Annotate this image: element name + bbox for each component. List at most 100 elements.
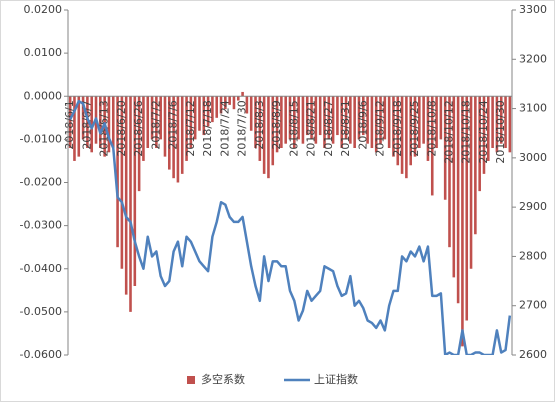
bar <box>413 96 417 157</box>
bar <box>241 91 244 97</box>
line <box>69 99 512 355</box>
bar <box>275 96 279 153</box>
bar <box>163 96 167 157</box>
bar <box>327 96 331 140</box>
bar <box>77 96 81 157</box>
bar <box>236 96 240 101</box>
y2-tick-label: 3300 <box>519 3 547 16</box>
bar <box>301 96 305 144</box>
bar <box>245 96 249 114</box>
x-tick-label: 2018/6/26 <box>132 100 145 156</box>
bar <box>150 96 154 140</box>
bar <box>310 96 313 140</box>
bar <box>349 96 352 144</box>
y-tick-label: 0.0000 <box>24 89 63 102</box>
bar <box>374 96 378 153</box>
x-tick-label: 2018/9/25 <box>408 100 421 156</box>
x-tick-label: 2018/9/12 <box>374 100 387 156</box>
bar <box>331 96 335 144</box>
bar <box>202 96 206 136</box>
y2-tick-label: 2700 <box>519 299 547 312</box>
x-tick-label: 2018/8/27 <box>322 100 335 156</box>
bar <box>172 96 175 179</box>
x-tick-label: 2018/8/15 <box>287 100 300 156</box>
bar <box>90 96 94 153</box>
x-tick-label: 2018/10/30 <box>494 100 507 163</box>
x-tick-label: 2018/6/13 <box>98 100 111 156</box>
x-tick-label: 2018/8/3 <box>253 100 266 149</box>
bar <box>219 96 223 114</box>
bar <box>452 96 456 278</box>
bar <box>383 96 387 140</box>
bar <box>443 96 447 200</box>
bar <box>224 96 227 110</box>
bar <box>439 96 443 140</box>
bar <box>228 96 231 105</box>
y-tick-label: -0.0400 <box>20 262 62 275</box>
bar <box>68 96 72 148</box>
y-tick-label: -0.0200 <box>20 176 62 189</box>
bars <box>68 91 512 347</box>
x-tick-label: 2018/8/9 <box>270 100 283 149</box>
y-tick-label: -0.0100 <box>20 132 62 145</box>
x-tick-label: 2018/10/18 <box>460 100 473 163</box>
x-tick-label: 2018/10/12 <box>442 100 455 163</box>
bar <box>159 96 162 140</box>
bar <box>422 96 425 144</box>
bar <box>482 96 486 174</box>
x-tick-label: 2018/9/18 <box>391 100 404 156</box>
bar <box>409 96 412 166</box>
bar <box>116 96 119 248</box>
bar <box>340 96 344 148</box>
bar <box>314 96 318 144</box>
x-tick-label: 2018/6/20 <box>115 100 128 156</box>
y-tick-label: -0.0600 <box>20 348 62 361</box>
bar <box>193 96 197 140</box>
y-tick-label: 0.0200 <box>24 3 63 16</box>
y-tick-label: 0.0100 <box>24 46 63 59</box>
bar <box>137 96 141 192</box>
bar <box>405 96 408 179</box>
bar <box>215 96 219 118</box>
x-tick-label: 2018/7/2 <box>149 100 162 149</box>
bar <box>426 96 430 161</box>
bar <box>73 96 76 161</box>
bar <box>456 96 460 304</box>
bar <box>176 96 180 183</box>
x-tick-label: 2018/7/12 <box>184 100 197 156</box>
bar <box>267 96 270 179</box>
bar <box>418 96 421 148</box>
x-tick-label: 2018/7/18 <box>201 100 214 156</box>
legend-swatch <box>187 376 195 384</box>
y2-tick-label: 2800 <box>519 249 547 262</box>
bar <box>370 96 374 148</box>
bar <box>392 96 395 157</box>
x-tick-label: 2018/6/7 <box>80 100 93 149</box>
bar <box>491 96 494 148</box>
bar <box>271 96 275 166</box>
y2-tick-label: 3000 <box>519 151 547 164</box>
legend-label: 上证指数 <box>314 372 358 386</box>
bar <box>344 96 348 140</box>
bar <box>336 96 339 136</box>
bar <box>185 96 188 161</box>
bar <box>258 96 262 161</box>
x-tick-label: 2018/6/1 <box>63 100 76 149</box>
bar <box>142 96 145 161</box>
bar <box>461 96 464 347</box>
bar <box>99 96 102 148</box>
x-tick-label: 2018/7/24 <box>218 100 231 156</box>
bar <box>86 96 89 148</box>
lines <box>69 99 512 355</box>
bar <box>133 96 137 286</box>
y-tick-label: -0.0500 <box>20 305 62 318</box>
bar <box>124 96 128 295</box>
bar <box>465 96 469 321</box>
bar <box>111 96 115 148</box>
bar <box>366 96 369 144</box>
bar <box>430 96 434 196</box>
bar <box>232 96 236 110</box>
bar <box>318 96 322 136</box>
bar <box>168 96 171 170</box>
bar <box>435 96 438 148</box>
